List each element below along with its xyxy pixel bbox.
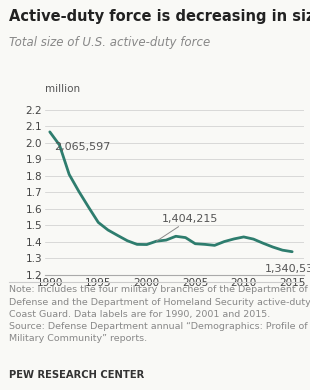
Text: million: million [45,83,80,94]
Text: 1,340,533: 1,340,533 [265,264,310,274]
Text: 2,065,597: 2,065,597 [54,142,110,152]
Text: Active-duty force is decreasing in size: Active-duty force is decreasing in size [9,9,310,23]
Text: PEW RESEARCH CENTER: PEW RESEARCH CENTER [9,370,144,380]
Text: Total size of U.S. active-duty force: Total size of U.S. active-duty force [9,36,210,49]
Text: Note: Includes the four military branches of the Department of
Defense and the D: Note: Includes the four military branche… [9,285,310,343]
Text: 1,404,215: 1,404,215 [157,214,219,241]
